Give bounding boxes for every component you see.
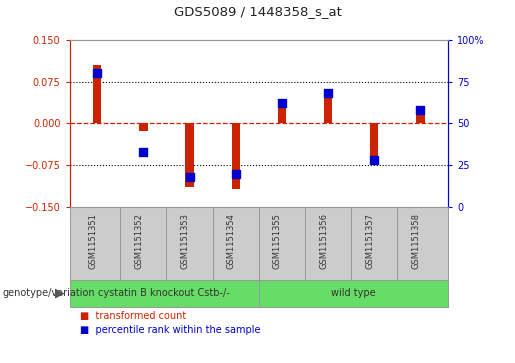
Bar	[93, 65, 101, 123]
Point	[232, 171, 240, 176]
Bar	[416, 113, 424, 123]
Text: cystatin B knockout Cstb-/-: cystatin B knockout Cstb-/-	[98, 288, 230, 298]
Text: wild type: wild type	[331, 288, 376, 298]
Bar	[278, 109, 286, 123]
Point	[370, 157, 379, 163]
Text: GSM1151357: GSM1151357	[365, 213, 374, 269]
Point	[416, 107, 424, 113]
Point	[324, 90, 332, 96]
Text: genotype/variation: genotype/variation	[3, 288, 95, 298]
Text: ▶: ▶	[55, 287, 64, 299]
Bar	[185, 123, 194, 187]
Text: ■  transformed count: ■ transformed count	[80, 311, 186, 321]
Text: ■  percentile rank within the sample: ■ percentile rank within the sample	[80, 325, 260, 335]
Text: GSM1151354: GSM1151354	[227, 213, 236, 269]
Point	[139, 149, 147, 155]
Text: GSM1151356: GSM1151356	[319, 213, 328, 269]
Bar	[139, 123, 147, 131]
Bar	[370, 123, 379, 160]
Point	[185, 174, 194, 180]
Text: GSM1151353: GSM1151353	[181, 213, 190, 269]
Text: GSM1151351: GSM1151351	[88, 213, 97, 269]
Text: GDS5089 / 1448358_s_at: GDS5089 / 1448358_s_at	[174, 5, 341, 18]
Text: GSM1151352: GSM1151352	[134, 213, 143, 269]
Bar	[324, 97, 332, 123]
Point	[278, 101, 286, 106]
Point	[93, 70, 101, 76]
Text: GSM1151358: GSM1151358	[411, 213, 420, 269]
Text: GSM1151355: GSM1151355	[273, 213, 282, 269]
Bar	[232, 123, 240, 189]
